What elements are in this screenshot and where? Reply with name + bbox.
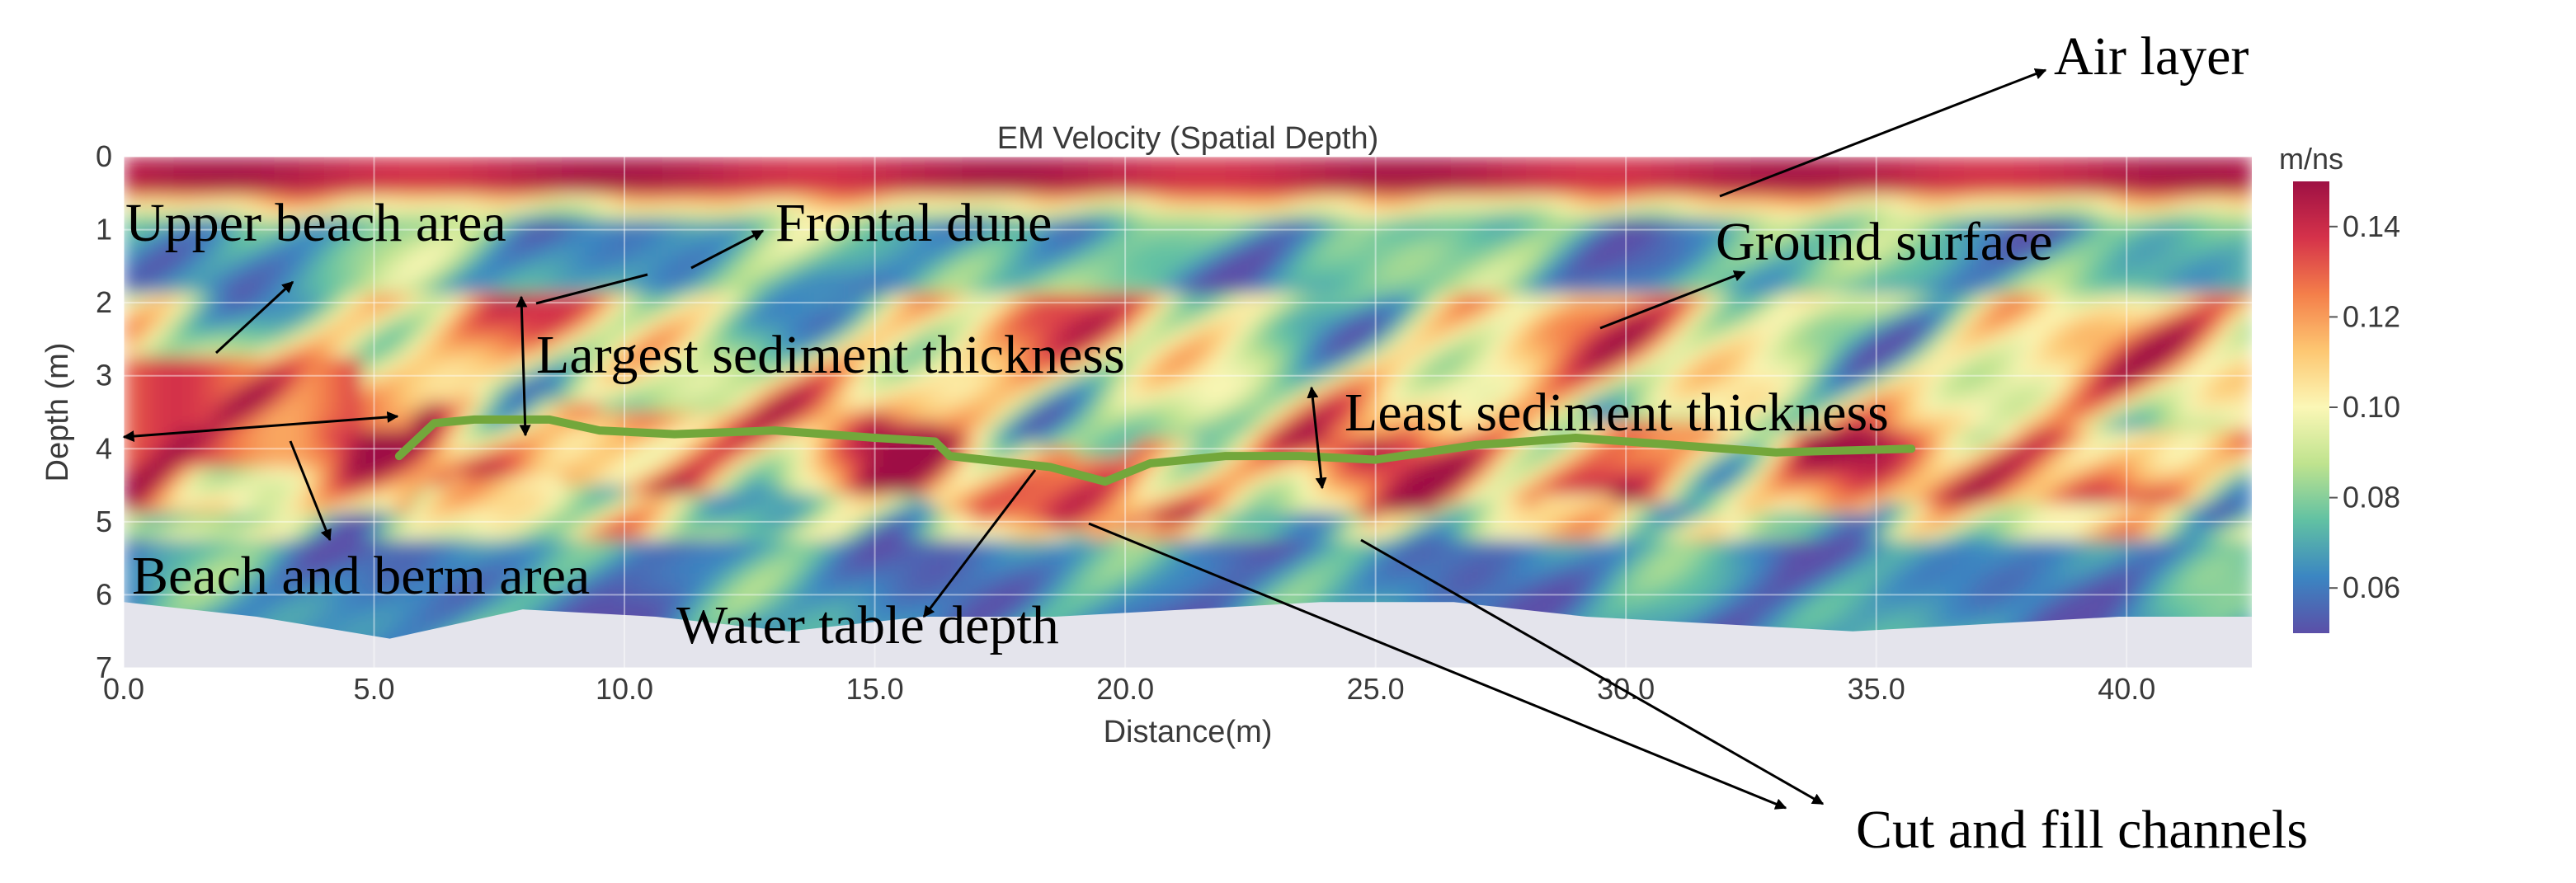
annot-least-sediment-thickness: Least sediment thickness — [1345, 383, 1889, 443]
colorbar-ticks: 0.06 0.08 0.10 0.12 0.14 — [2329, 209, 2400, 604]
annot-largest-sediment-thickness: Largest sediment thickness — [536, 325, 1125, 385]
annot-beach-and-berm-area: Beach and berm area — [132, 546, 590, 606]
y-tick-label: 3 — [96, 359, 112, 392]
y-tick-label: 0 — [96, 139, 112, 173]
x-tick-label: 5.0 — [354, 672, 395, 706]
colorbar: m/ns 0.06 0.08 0.10 0.12 0.14 — [2279, 142, 2400, 633]
chart-title: EM Velocity (Spatial Depth) — [997, 121, 1379, 156]
colorbar-tick-label: 0.14 — [2343, 209, 2400, 243]
arrow-frontal-dune — [690, 229, 765, 270]
annot-upper-beach-area: Upper beach area — [125, 193, 506, 253]
colorbar-gradient — [2293, 181, 2329, 633]
y-tick-label: 2 — [96, 285, 112, 319]
arrow-ground-surface — [1599, 270, 1746, 330]
annotations: Air layer Upper beach area Frontal dune … — [122, 26, 2308, 860]
x-tick-label: 35.0 — [1848, 672, 1905, 706]
arrow-beach-berm-horizontal — [122, 411, 399, 443]
arrow-least-sediment — [1307, 386, 1327, 490]
arrow-water-table — [922, 469, 1037, 618]
y-tick-label: 6 — [96, 577, 112, 611]
annot-cut-and-fill-channels: Cut and fill channels — [1856, 800, 2308, 860]
x-tick-label: 20.0 — [1096, 672, 1154, 706]
y-axis-ticks: 0 1 2 3 4 5 6 7 — [96, 139, 112, 684]
x-tick-label: 30.0 — [1597, 672, 1655, 706]
annot-frontal-dune: Frontal dune — [775, 193, 1052, 253]
water-table-line — [394, 415, 1916, 486]
x-tick-label: 10.0 — [596, 672, 653, 706]
y-tick-label: 1 — [96, 213, 112, 247]
arrow-cut-fill-a — [1088, 522, 1787, 810]
arrow-largest-sediment-b — [516, 295, 531, 437]
colorbar-unit: m/ns — [2279, 142, 2343, 176]
y-axis-label: Depth (m) — [40, 343, 75, 482]
arrow-beach-berm-down — [289, 440, 332, 542]
grid-lines — [123, 156, 2252, 669]
colorbar-tick-label: 0.12 — [2343, 299, 2400, 333]
y-tick-label: 5 — [96, 505, 112, 538]
no-data-region — [124, 602, 2252, 668]
y-tick-label: 4 — [96, 431, 112, 465]
colorbar-tick-label: 0.06 — [2343, 571, 2400, 604]
arrow-upper-beach — [214, 280, 294, 355]
x-tick-label: 40.0 — [2098, 672, 2155, 706]
y-tick-label: 7 — [96, 651, 112, 684]
arrow-cut-fill-b — [1360, 538, 1825, 806]
colorbar-tick-label: 0.08 — [2343, 481, 2400, 514]
plot-area — [123, 156, 2252, 669]
arrow-air-layer — [1719, 68, 2047, 198]
x-tick-label: 25.0 — [1347, 672, 1405, 706]
colorbar-tick-label: 0.10 — [2343, 390, 2400, 424]
x-axis-ticks: 0.0 5.0 10.0 15.0 20.0 25.0 30.0 35.0 40.0 — [103, 672, 2155, 706]
annot-air-layer: Air layer — [2054, 26, 2249, 87]
x-tick-label: 0.0 — [103, 672, 144, 706]
annot-ground-surface: Ground surface — [1716, 212, 2053, 272]
x-axis-label: Distance(m) — [1104, 715, 1273, 749]
x-tick-label: 15.0 — [846, 672, 904, 706]
arrow-largest-sediment-a — [535, 273, 648, 305]
velocity-heatmap — [124, 157, 2252, 668]
annot-water-table-depth: Water table depth — [676, 595, 1059, 655]
